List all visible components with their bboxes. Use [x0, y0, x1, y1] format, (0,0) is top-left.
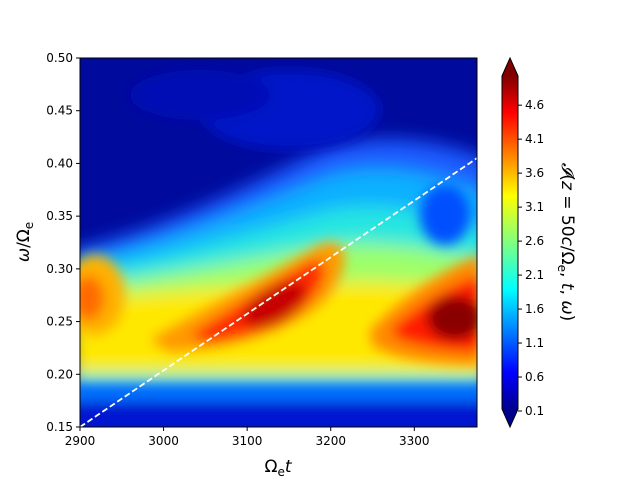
plot-frame	[79, 57, 478, 428]
reference-dashed-line	[80, 157, 477, 427]
colorbar-extend-bottom	[502, 409, 518, 427]
y-tick-label: 0.30	[46, 262, 73, 276]
y-axis-ticks: 0.15 0.20 0.25 0.30 0.35 0.40 0.45 0.50	[46, 51, 80, 434]
x-axis-ticks: 2900 3000 3100 3200 3300	[65, 427, 430, 448]
colorbar-label: 𝓘(z = 50c/Ωe, t, ω)	[555, 163, 577, 321]
x-tick-label: 3200	[315, 434, 346, 448]
y-tick-label: 0.45	[46, 104, 73, 118]
x-axis-label: Ωet	[264, 457, 292, 479]
x-tick-label: 2900	[65, 434, 96, 448]
colorbar-gradient	[502, 76, 518, 409]
y-tick-label: 0.40	[46, 156, 73, 170]
heatmap-field	[80, 58, 477, 427]
colorbar-extend-top	[502, 58, 518, 76]
colorbar-tick-label: 4.6	[525, 98, 544, 112]
y-tick-label: 0.15	[46, 420, 73, 434]
colorbar-tick-label: 1.1	[525, 336, 544, 350]
colorbar: 0.1 0.6 1.1 1.6 2.1 2.6 3.1 3.6 4.1 4.6	[501, 56, 544, 429]
colorbar-tick-label: 0.1	[525, 404, 544, 418]
colorbar-tick-label: 4.1	[525, 132, 544, 146]
y-tick-label: 0.35	[46, 209, 73, 223]
colorbar-tick-label: 2.1	[525, 268, 544, 282]
y-tick-label: 0.25	[46, 315, 73, 329]
x-tick-label: 3300	[399, 434, 430, 448]
x-tick-label: 3000	[148, 434, 179, 448]
colorbar-tick-label: 0.6	[525, 370, 544, 384]
colorbar-tick-label: 3.1	[525, 200, 544, 214]
y-tick-label: 0.20	[46, 367, 73, 381]
colorbar-tick-label: 3.6	[525, 166, 544, 180]
colorbar-tick-label: 1.6	[525, 302, 544, 316]
y-axis-label: ω/Ωe	[14, 222, 36, 262]
y-tick-label: 0.50	[46, 51, 73, 65]
colorbar-tick-label: 2.6	[525, 234, 544, 248]
colorbar-ticks: 0.1 0.6 1.1 1.6 2.1 2.6 3.1 3.6 4.1 4.6	[518, 98, 544, 418]
x-tick-label: 3100	[232, 434, 263, 448]
